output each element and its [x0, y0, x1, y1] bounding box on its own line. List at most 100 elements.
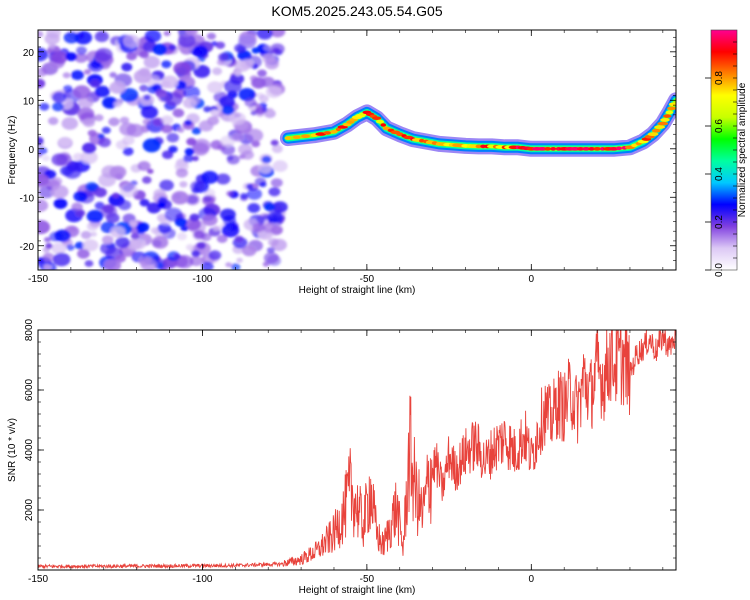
noise-blob	[246, 183, 254, 190]
noise-blob	[38, 220, 51, 235]
noise-blob	[98, 173, 116, 187]
noise-blob	[130, 233, 140, 240]
noise-blob	[51, 242, 67, 255]
noise-blob	[44, 237, 51, 243]
ridge-hotspot	[631, 143, 638, 148]
noise-blob	[90, 60, 102, 69]
noise-blob	[76, 46, 87, 55]
noise-blob	[100, 242, 116, 255]
noise-blob	[196, 242, 206, 250]
noise-blob	[226, 190, 234, 197]
noise-blob	[101, 235, 114, 245]
noise-blob	[93, 187, 107, 198]
colorbar-tick-label: 0.2	[714, 215, 725, 229]
noise-blob	[58, 136, 72, 148]
noise-blob	[163, 30, 171, 37]
noise-blob	[38, 47, 49, 62]
noise-blob	[171, 191, 189, 205]
y-tick-label: -20	[20, 242, 35, 253]
noise-blob	[251, 47, 260, 54]
noise-blob	[38, 30, 44, 38]
noise-blob	[157, 201, 166, 209]
noise-blob	[42, 252, 55, 263]
noise-blob	[267, 238, 279, 247]
noise-blob	[238, 88, 256, 101]
noise-region	[38, 30, 288, 270]
noise-blob	[51, 185, 69, 199]
ridge-hotspot	[593, 147, 601, 151]
noise-blob	[39, 102, 50, 111]
noise-blob	[184, 148, 195, 156]
noise-blob	[236, 257, 243, 263]
noise-blob	[183, 154, 194, 163]
noise-blob	[99, 204, 118, 218]
ridge-hotspot	[372, 116, 382, 120]
noise-blob	[65, 52, 77, 61]
noise-blob	[63, 165, 82, 179]
noise-blob	[186, 137, 197, 146]
noise-blob	[73, 85, 91, 99]
ridge-hotspot	[335, 127, 341, 132]
noise-blob	[223, 79, 242, 94]
ridge-hotspot	[301, 134, 310, 138]
noise-blob	[186, 195, 199, 205]
colorbar-tick-label: 0.6	[714, 119, 725, 133]
noise-blob	[84, 260, 94, 267]
noise-blob	[182, 85, 201, 100]
noise-blob	[142, 118, 151, 126]
noise-blob	[267, 211, 283, 224]
colorbar-label: Normalized spectral amplitude	[737, 82, 748, 217]
noise-blob	[83, 69, 91, 75]
noise-blob	[240, 192, 249, 200]
noise-blob	[72, 152, 84, 162]
noise-blob	[222, 215, 237, 226]
snr-x-label: Height of straight line (km)	[299, 585, 416, 596]
x-tick-label: -150	[28, 274, 48, 285]
noise-blob	[272, 160, 288, 172]
noise-blob	[256, 30, 273, 40]
noise-blob	[159, 179, 174, 191]
noise-blob	[162, 150, 174, 159]
noise-blob	[121, 62, 133, 72]
y-tick-label: -10	[20, 193, 35, 204]
noise-blob	[263, 44, 273, 52]
noise-blob	[101, 126, 111, 134]
y-tick-label: 20	[23, 48, 35, 59]
noise-blob	[142, 176, 152, 184]
noise-blob	[259, 102, 267, 109]
noise-blob	[150, 227, 160, 234]
ridge-hotspot	[660, 118, 670, 122]
spectrogram-y-ticks: 20 10 0 -10 -20	[20, 36, 676, 271]
noise-blob	[164, 207, 183, 222]
noise-blob	[89, 79, 101, 88]
ridge-hotspot	[544, 147, 551, 151]
noise-blob	[173, 253, 181, 259]
noise-blob	[74, 53, 88, 63]
figure-title: KOM5.2025.243.05.54.G05	[271, 3, 442, 19]
snr-panel: -150 -100 -50 0 2000 4000 6000 8000 Height of …	[7, 318, 677, 596]
noise-blob	[192, 45, 209, 58]
noise-blob	[269, 30, 286, 38]
snr-background	[38, 330, 676, 570]
noise-blob	[80, 150, 98, 164]
noise-blob	[234, 71, 241, 77]
noise-blob	[38, 199, 49, 212]
noise-blob	[173, 61, 192, 76]
noise-blob	[160, 115, 174, 125]
noise-blob	[109, 72, 117, 78]
noise-blob	[119, 122, 137, 136]
noise-blob	[61, 117, 79, 130]
noise-blob	[193, 230, 205, 239]
x-tick-label: -50	[360, 574, 375, 585]
noise-blob	[246, 188, 263, 200]
noise-blob	[265, 85, 282, 99]
noise-blob	[184, 119, 193, 126]
noise-blob	[71, 202, 83, 212]
colorbar-tick-label: 0.4	[714, 167, 725, 181]
ridge-hotspot	[582, 147, 591, 151]
noise-blob	[251, 77, 266, 89]
colorbar-ticks: 0.0 0.2 0.4 0.6 0.8	[705, 41, 737, 277]
noise-blob	[98, 137, 111, 148]
noise-blob	[255, 107, 265, 115]
snr-series	[38, 330, 676, 570]
